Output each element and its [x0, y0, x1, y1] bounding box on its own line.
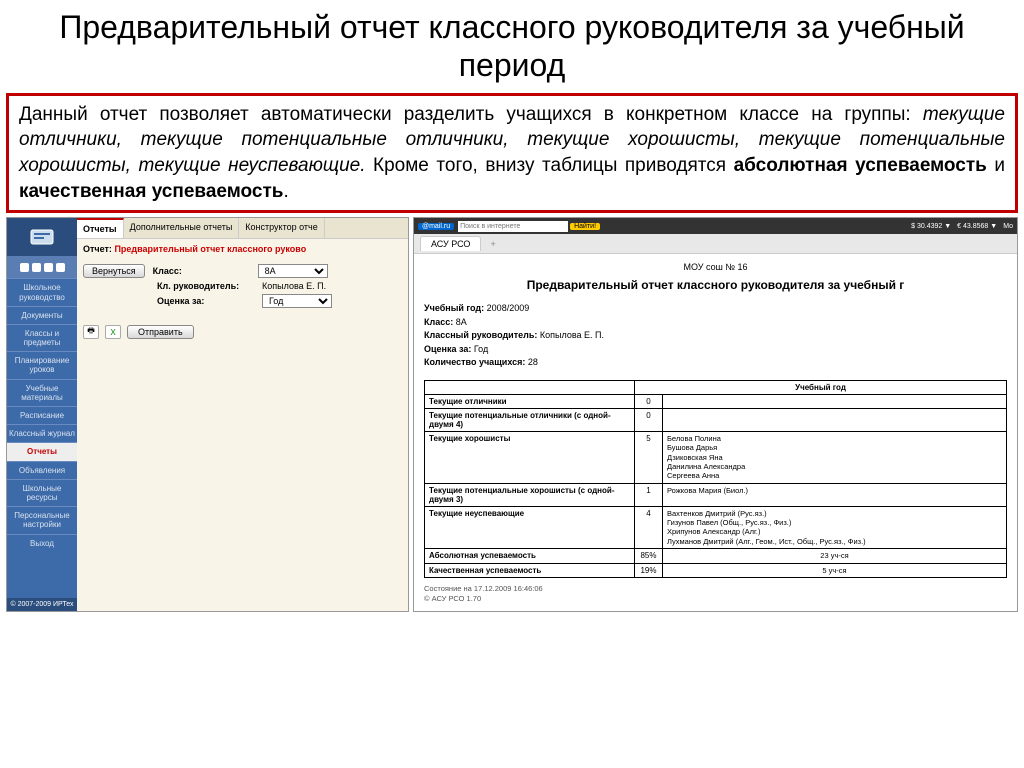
sidebar-item-10[interactable]: Персональные настройки: [7, 506, 77, 533]
report-footer: Состояние на 17.12.2009 16:46:06 © АСУ Р…: [424, 584, 1007, 604]
teacher-label: Кл. руководитель:: [157, 281, 262, 291]
sidebar-item-4[interactable]: Учебные материалы: [7, 379, 77, 406]
sidebar-footer: © 2007-2009 ИРТех: [7, 598, 77, 611]
search-go-button[interactable]: Найти!: [570, 223, 600, 230]
report-tabs: ОтчетыДополнительные отчетыКонструктор о…: [77, 218, 408, 239]
table-row: Текущие хорошисты5Белова ПолинаБушова Да…: [425, 431, 1007, 483]
send-button[interactable]: Отправить: [127, 325, 194, 339]
browser-tab[interactable]: АСУ РСО: [420, 236, 481, 251]
sidebar-item-7[interactable]: Отчеты: [7, 442, 77, 460]
school-name: МОУ сош № 16: [424, 262, 1007, 272]
browser-toolbar: @mail.ru Найти! $ 30.4392 ▼€ 43.8568 ▼Мо: [414, 218, 1017, 234]
report-name-line: Отчет: Предварительный отчет классного р…: [77, 239, 408, 259]
table-row: Качественная успеваемость19%5 уч-ся: [425, 563, 1007, 577]
report-tab-2[interactable]: Конструктор отче: [239, 218, 324, 238]
sidebar-item-0[interactable]: Школьное руководство: [7, 278, 77, 305]
table-row: Текущие потенциальные хорошисты (с одной…: [425, 483, 1007, 506]
description-box: Данный отчет позволяет автоматически раз…: [6, 93, 1018, 214]
sidebar-item-5[interactable]: Расписание: [7, 406, 77, 424]
logo: [7, 218, 77, 256]
currency-rates: $ 30.4392 ▼€ 43.8568 ▼Мо: [911, 223, 1013, 230]
sidebar-item-8[interactable]: Объявления: [7, 461, 77, 479]
home-icon[interactable]: [20, 263, 29, 272]
sidebar-item-2[interactable]: Классы и предметы: [7, 324, 77, 351]
report-tab-0[interactable]: Отчеты: [77, 218, 124, 238]
back-button[interactable]: Вернуться: [83, 264, 145, 278]
left-screenshot: Школьное руководствоДокументыКлассы и пр…: [6, 217, 409, 612]
report-meta: Учебный год: 2008/2009 Класс: 8А Классны…: [424, 302, 1007, 370]
mail-badge[interactable]: @mail.ru: [418, 223, 454, 230]
sidebar-item-11[interactable]: Выход: [7, 534, 77, 552]
sidebar-item-1[interactable]: Документы: [7, 306, 77, 324]
new-tab-button[interactable]: +: [485, 239, 500, 249]
sidebar-item-9[interactable]: Школьные ресурсы: [7, 479, 77, 506]
table-row: Текущие отличники0: [425, 394, 1007, 408]
teacher-value: Копылова Е. П.: [262, 281, 326, 291]
class-label: Класс:: [153, 266, 258, 276]
browser-tabs: АСУ РСО +: [414, 234, 1017, 254]
print-icon[interactable]: 🖶: [83, 325, 99, 339]
sidebar-item-3[interactable]: Планирование уроков: [7, 351, 77, 378]
sidebar-icons: [7, 256, 77, 278]
table-row: Абсолютная успеваемость85%23 уч-ся: [425, 549, 1007, 563]
table-row: Текущие неуспевающие4Вахтенков Дмитрий (…: [425, 506, 1007, 549]
exit-icon[interactable]: [56, 263, 65, 272]
slide-title: Предварительный отчет классного руководи…: [0, 0, 1024, 89]
report-tab-1[interactable]: Дополнительные отчеты: [124, 218, 240, 238]
search-input[interactable]: [458, 221, 568, 232]
excel-icon[interactable]: X: [105, 325, 121, 339]
right-screenshot: @mail.ru Найти! $ 30.4392 ▼€ 43.8568 ▼Мо…: [413, 217, 1018, 612]
report-table: Учебный год Текущие отличники0Текущие по…: [424, 380, 1007, 578]
grade-select[interactable]: Год: [262, 294, 332, 308]
sidebar-item-6[interactable]: Классный журнал: [7, 424, 77, 442]
table-row: Текущие потенциальные отличники (с одной…: [425, 408, 1007, 431]
grade-label: Оценка за:: [157, 296, 262, 306]
mail-icon[interactable]: [32, 263, 41, 272]
help-icon[interactable]: [44, 263, 53, 272]
sidebar: Школьное руководствоДокументыКлассы и пр…: [7, 218, 77, 611]
class-select[interactable]: 8А: [258, 264, 328, 278]
report-title: Предварительный отчет классного руководи…: [424, 278, 1007, 292]
